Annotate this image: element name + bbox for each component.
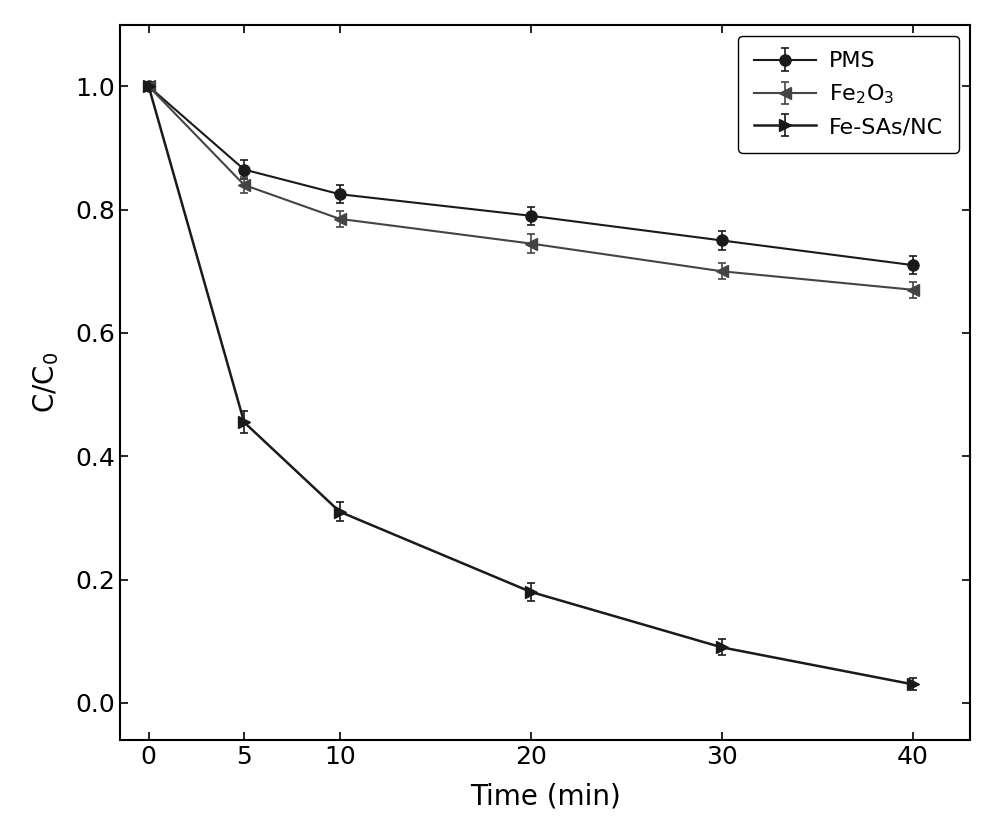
Y-axis label: C/C$_0$: C/C$_0$ (32, 352, 61, 413)
X-axis label: Time (min): Time (min) (470, 783, 620, 810)
Legend: PMS, Fe$_2$O$_3$, Fe-SAs/NC: PMS, Fe$_2$O$_3$, Fe-SAs/NC (738, 36, 959, 153)
